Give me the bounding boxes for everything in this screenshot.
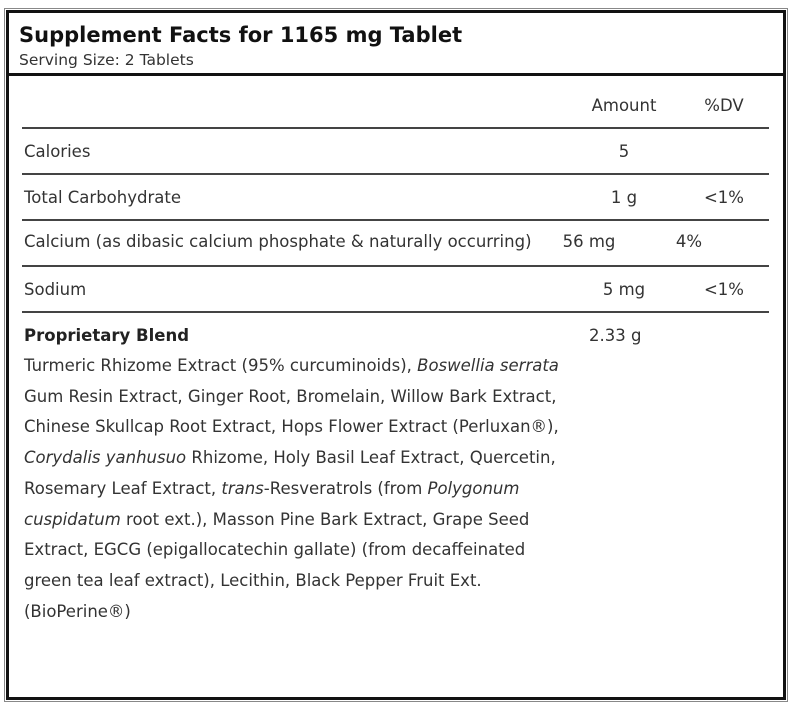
facts-header: Supplement Facts for 1165 mg Tablet Serv… [9, 13, 783, 76]
nutrient-name: Calories [24, 141, 91, 161]
nutrient-name: Total Carbohydrate [24, 187, 181, 207]
table-row: Total Carbohydrate 1 g <1% [22, 175, 769, 221]
table-row: Calories 5 [22, 129, 769, 175]
nutrient-amount: 1 g [610, 187, 638, 207]
nutrient-amount: 5 mg [602, 279, 646, 299]
ingredient-italic: Polygonum cuspidatum [24, 478, 520, 529]
column-header-row: Amount %DV [22, 76, 769, 129]
ingredient-text: root ext.), Masson Pine Bark Extract, Gr… [24, 509, 530, 621]
ingredient-text: Rhizome, Holy Basil Leaf Extract, Querce… [24, 448, 556, 498]
blend-ingredients: Turmeric Rhizome Extract (95% curcuminoi… [24, 351, 569, 627]
nutrient-name: Sodium [24, 279, 87, 299]
ingredient-italic: Corydalis yanhusuo [24, 448, 187, 468]
ingredient-text: Gum Resin Extract, Ginger Root, Bromelai… [24, 386, 559, 437]
amount-column-header: Amount [591, 96, 657, 115]
nutrient-name: Calcium (as dibasic calcium phosphate & … [24, 232, 532, 251]
nutrient-dv: <1% [703, 279, 744, 299]
ingredient-italic: Boswellia serrata [417, 356, 559, 375]
dv-column-header: %DV [704, 96, 744, 115]
facts-title: Supplement Facts for 1165 mg Tablet [19, 23, 463, 47]
table-row: Calcium (as dibasic calcium phosphate & … [22, 221, 769, 267]
blend-amount: 2.33 g [589, 326, 642, 345]
blend-cell: Proprietary Blend Turmeric Rhizome Extra… [22, 320, 569, 627]
ingredient-text: -Resveratrols (from [263, 478, 428, 498]
nutrient-dv: 4% [675, 232, 703, 251]
nutrient-table: Amount %DV Calories 5 Total Carbohydrate… [22, 76, 769, 627]
nutrient-amount: 5 [618, 141, 630, 161]
nutrient-amount: 56 mg [562, 232, 616, 251]
blend-name: Proprietary Blend [24, 326, 189, 345]
ingredient-italic: trans [221, 478, 264, 498]
supplement-facts-panel: Supplement Facts for 1165 mg Tablet Serv… [4, 8, 788, 702]
table-row: Sodium 5 mg <1% [22, 267, 769, 313]
ingredient-text: Turmeric Rhizome Extract (95% curcuminoi… [24, 356, 418, 375]
nutrient-dv: <1% [703, 187, 744, 207]
proprietary-blend-row: Proprietary Blend Turmeric Rhizome Extra… [22, 313, 769, 627]
serving-size: Serving Size: 2 Tablets [19, 51, 194, 69]
